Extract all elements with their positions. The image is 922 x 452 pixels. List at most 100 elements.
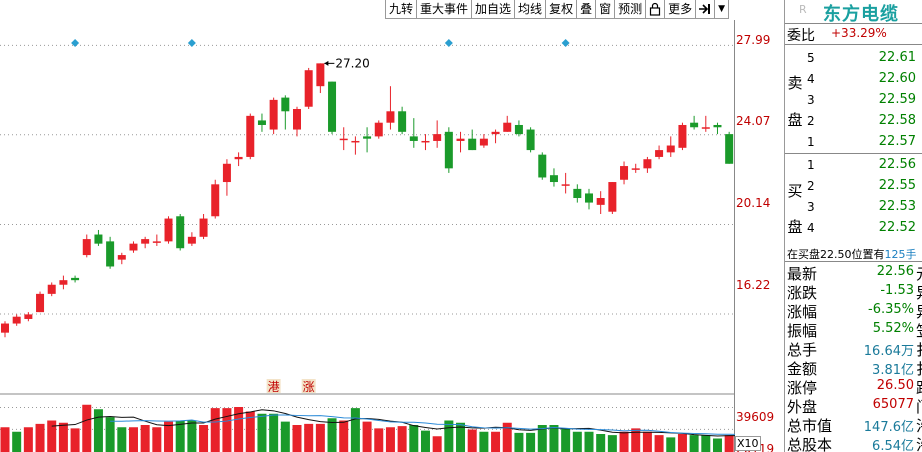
volume-bar bbox=[339, 420, 349, 452]
volume-bar bbox=[491, 431, 501, 452]
candle-body bbox=[36, 293, 45, 313]
quote-label: 总股本 bbox=[787, 436, 833, 452]
candle-body bbox=[573, 188, 582, 199]
candle-body bbox=[176, 216, 185, 249]
ask-level: 3 bbox=[807, 93, 815, 107]
toolbar-dropdown-icon[interactable]: ▼ bbox=[715, 0, 730, 19]
quote-label: 最新 bbox=[787, 265, 818, 283]
kline-svg: 27.20 港 涨 bbox=[0, 20, 735, 452]
volume-bar bbox=[292, 425, 302, 452]
candle-body bbox=[678, 124, 687, 148]
quote-label: 金额 bbox=[787, 360, 818, 378]
volume-bar bbox=[432, 436, 442, 452]
event-diamond-icon bbox=[561, 39, 570, 47]
volume-bar bbox=[0, 427, 10, 452]
candle-body bbox=[608, 182, 617, 212]
candle-body bbox=[701, 127, 710, 129]
volume-unit-label: X10 bbox=[735, 436, 761, 451]
toolbar-forecast-button[interactable]: 预测 bbox=[615, 0, 647, 19]
kline-chart: 27.20 港 涨 bbox=[0, 20, 735, 452]
candle-body bbox=[456, 138, 465, 141]
bid-level: 2 bbox=[807, 179, 815, 193]
candle-body bbox=[561, 184, 570, 186]
candle-body bbox=[106, 241, 115, 267]
ask-price: 22.59 bbox=[878, 92, 916, 107]
quote-value: 3.81亿 bbox=[872, 363, 914, 378]
volume-bar bbox=[187, 420, 197, 452]
candle-body bbox=[269, 99, 278, 130]
volume-bar bbox=[677, 434, 687, 452]
divider bbox=[785, 261, 922, 262]
candle-body bbox=[491, 131, 500, 135]
order-book-note: 在买盘22.50位置有125手 bbox=[787, 246, 917, 262]
buy-label-bottom: 盘 bbox=[787, 218, 803, 236]
toolbar-moving-average-button[interactable]: 均线 bbox=[515, 0, 547, 19]
volume-bar bbox=[350, 408, 360, 452]
stock-prefix: R bbox=[799, 3, 807, 16]
event-diamond-icon bbox=[444, 39, 453, 47]
candle-body bbox=[117, 255, 126, 260]
candle-body bbox=[281, 97, 290, 112]
price-axis-label-3: 20.14 bbox=[736, 196, 771, 210]
volume-bar bbox=[362, 421, 372, 452]
candle-body bbox=[398, 111, 407, 132]
candle-body bbox=[526, 129, 535, 151]
toolbar-collapse-icon[interactable] bbox=[696, 0, 716, 19]
volume-bar bbox=[374, 428, 384, 452]
quote-row: 总手 16.64万扌 bbox=[787, 339, 922, 359]
quote-unit-clipped: 笠 bbox=[916, 320, 922, 341]
sell-label-bottom: 盘 bbox=[787, 111, 803, 129]
high-marker-label: 27.20 bbox=[335, 56, 369, 70]
quote-value: 5.52% bbox=[872, 321, 914, 336]
candle-body bbox=[666, 145, 675, 153]
quote-row: 涨幅 -6.35%异 bbox=[787, 301, 922, 322]
volume-bar bbox=[444, 420, 454, 452]
price-axis-label-4: 16.22 bbox=[736, 278, 771, 292]
ask-price: 22.60 bbox=[878, 71, 916, 86]
order-book-note-text: 在买盘22.50位置有 bbox=[787, 248, 885, 261]
toolbar-major-events-button[interactable]: 重大事件 bbox=[417, 0, 473, 19]
candle-body bbox=[549, 175, 558, 183]
toolbar-adjust-price-button[interactable]: 复权 bbox=[546, 0, 578, 19]
candle-body bbox=[596, 198, 605, 205]
toolbar-more-button[interactable]: 更多 bbox=[665, 0, 697, 19]
toolbar-add-watchlist-button[interactable]: 加自选 bbox=[472, 0, 516, 19]
ask-level: 1 bbox=[807, 135, 815, 149]
quote-label: 总市值 bbox=[787, 417, 833, 435]
quote-unit-clipped: 元 bbox=[916, 263, 922, 284]
candle-body bbox=[59, 280, 68, 285]
stock-title: R 东方电缆 bbox=[785, 0, 922, 25]
price-axis-label-1: 27.99 bbox=[736, 33, 771, 47]
bid-level: 1 bbox=[807, 158, 815, 172]
volume-bar bbox=[257, 413, 267, 452]
candle-body bbox=[152, 241, 161, 243]
volume-bar bbox=[304, 423, 314, 452]
candle-body bbox=[620, 166, 629, 180]
volume-bar bbox=[607, 435, 617, 452]
toolbar-window-button[interactable]: 窗 bbox=[596, 0, 616, 19]
candle-body bbox=[374, 122, 383, 137]
candle-body bbox=[433, 134, 442, 141]
candle-body bbox=[1, 323, 9, 333]
candle-body bbox=[211, 184, 220, 217]
quote-unit-clipped: 异 bbox=[916, 282, 922, 303]
weibi-label: 委比 bbox=[787, 28, 815, 44]
volume-bar bbox=[82, 404, 92, 452]
quote-unit-clipped: 异 bbox=[916, 301, 922, 322]
toolbar-lock-icon[interactable] bbox=[646, 0, 666, 19]
quote-value: 65077 bbox=[872, 397, 914, 412]
volume-bar bbox=[409, 425, 419, 452]
candle-body bbox=[234, 156, 243, 160]
quote-value: 147.6亿 bbox=[863, 420, 914, 435]
candle-body bbox=[479, 138, 488, 146]
quote-row: 总市值 147.6亿汼 bbox=[787, 415, 922, 435]
volume-bar bbox=[537, 425, 547, 452]
candle-body bbox=[164, 218, 173, 242]
toolbar-jiuzhuan-button[interactable]: 九转 bbox=[386, 0, 418, 19]
stock-name: 东方电缆 bbox=[823, 4, 899, 25]
volume-bar bbox=[654, 435, 664, 452]
bid-price: 22.55 bbox=[878, 178, 916, 193]
candle-body bbox=[304, 70, 313, 107]
divider bbox=[785, 23, 922, 24]
toolbar-overlay-button[interactable]: 叠 bbox=[577, 0, 597, 19]
